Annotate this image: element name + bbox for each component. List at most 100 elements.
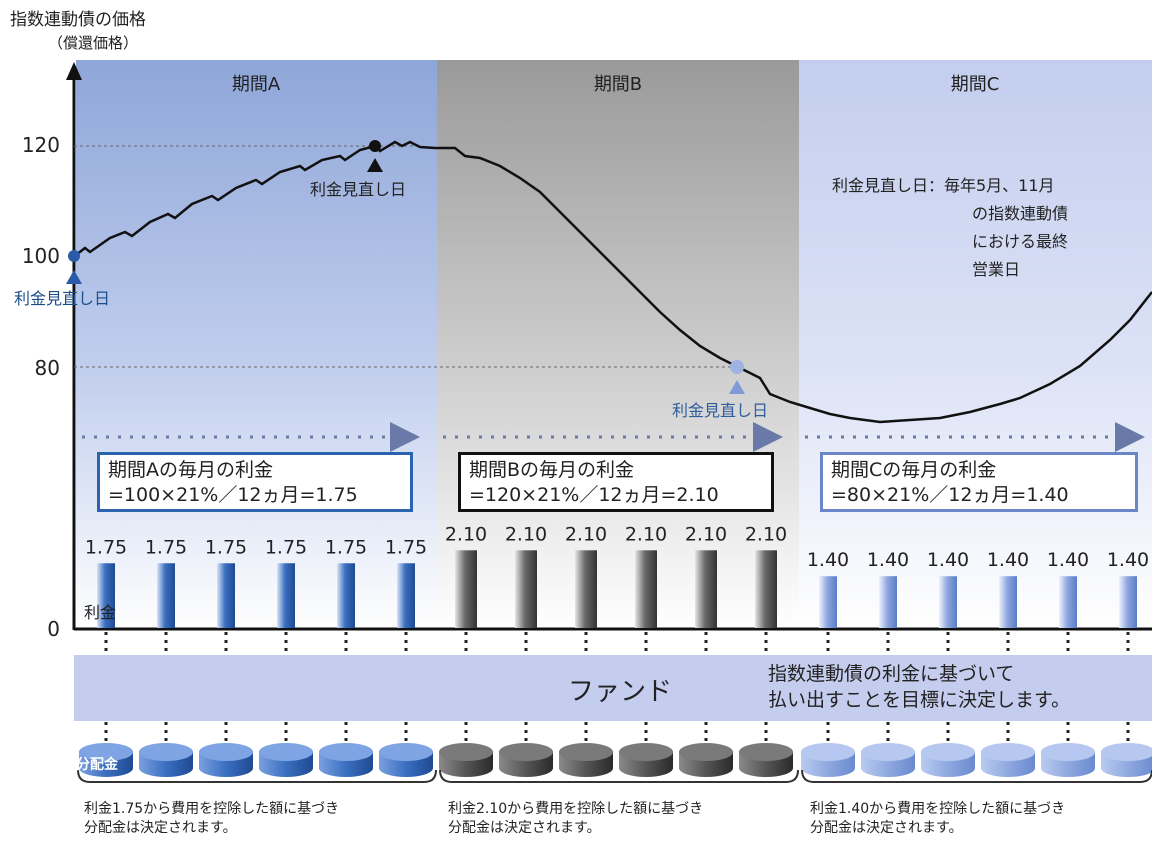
- y-axis-subtitle: （償還価格）: [48, 34, 138, 52]
- distribution-cylinders: [79, 743, 1152, 777]
- period-b-formula-box: 期間Bの毎月の利金 =120×21%／12ヵ月=2.10: [458, 452, 774, 512]
- review-marker-c: [729, 380, 745, 394]
- coupon-bars: [97, 550, 1137, 628]
- fund-label: ファンド: [568, 677, 672, 707]
- review-marker-a: [66, 270, 82, 284]
- coupon-bar-c-2: [879, 576, 897, 628]
- fund-message: 指数連動債の利金に基づいて 払い出すことを目標に決定します。: [768, 661, 1070, 713]
- coupon-label: 利金: [84, 603, 116, 622]
- period-b-formula-title: 期間Bの毎月の利金: [469, 459, 635, 481]
- y-axis-arrow: [66, 62, 82, 80]
- period-c-note-line1: 利金1.40から費用を控除した額に基づき: [810, 801, 1066, 817]
- distribution-cylinder-a-5: [319, 743, 373, 777]
- coupon-value-c-6: 1.40: [1107, 549, 1149, 571]
- coupon-value-c-5: 1.40: [1047, 549, 1089, 571]
- fund-message-line2: 払い出すことを目標に決定します。: [768, 689, 1071, 711]
- period-a-title: 期間A: [232, 74, 281, 95]
- review-note-line1: 利金見直し日：毎年5月、11月: [832, 176, 1055, 195]
- coupon-value-b-6: 2.10: [745, 523, 787, 545]
- distribution-cylinder-c-1: [801, 743, 855, 777]
- coupon-value-c-3: 1.40: [927, 549, 969, 571]
- coupon-bar-c-1: [819, 576, 837, 628]
- period-c-formula-title: 期間Cの毎月の利金: [831, 459, 997, 481]
- coupon-value-a-2: 1.75: [145, 536, 187, 558]
- period-a-formula: =100×21%／12ヵ月=1.75: [108, 484, 358, 506]
- coupon-value-a-5: 1.75: [325, 536, 367, 558]
- review-note-line4: 営業日: [972, 260, 1021, 279]
- review-marker-b: [367, 158, 383, 172]
- tick-120: 120: [22, 133, 60, 157]
- period-c-note-line2: 分配金は決定されます。: [810, 820, 963, 836]
- coupon-bar-c-3: [939, 576, 957, 628]
- period-b-background: [437, 60, 799, 630]
- tick-0: 0: [47, 617, 60, 641]
- tick-80: 80: [35, 356, 60, 380]
- coupon-value-b-4: 2.10: [625, 523, 667, 545]
- coupon-value-b-3: 2.10: [565, 523, 607, 545]
- coupon-bar-c-6: [1119, 576, 1137, 628]
- distribution-cylinder-c-3: [921, 743, 975, 777]
- coupon-bar-a-1: [97, 563, 115, 628]
- review-label-a: 利金見直し日: [14, 289, 110, 308]
- coupon-value-b-2: 2.10: [505, 523, 547, 545]
- distribution-cylinder-b-5: [679, 743, 733, 777]
- review-date-note: 利金見直し日：毎年5月、11月 の指数連動債 における最終 営業日: [832, 172, 1068, 284]
- distribution-cylinder-b-6: [739, 743, 793, 777]
- coupon-value-b-5: 2.10: [685, 523, 727, 545]
- period-c-formula-box: 期間Cの毎月の利金 =80×21%／12ヵ月=1.40: [820, 452, 1138, 512]
- coupon-value-c-2: 1.40: [867, 549, 909, 571]
- period-a-formula-box: 期間Aの毎月の利金 =100×21%／12ヵ月=1.75: [97, 452, 413, 512]
- period-a-background: [76, 60, 437, 630]
- period-b-note-line1: 利金2.10から費用を控除した額に基づき: [448, 801, 704, 817]
- period-a-note: 利金1.75から費用を控除した額に基づき 分配金は決定されます。: [84, 800, 339, 838]
- coupon-bar-a-4: [277, 563, 295, 628]
- bracket-c: [801, 769, 1152, 783]
- review-label-c: 利金見直し日: [672, 401, 768, 420]
- period-b-title: 期間B: [594, 74, 642, 95]
- distribution-cylinder-c-4: [981, 743, 1035, 777]
- bracket-a: [77, 769, 437, 783]
- review-label-b: 利金見直し日: [310, 180, 406, 199]
- period-b-note-line2: 分配金は決定されます。: [448, 820, 601, 836]
- coupon-value-a-6: 1.75: [385, 536, 427, 558]
- period-a-note-line1: 利金1.75から費用を控除した額に基づき: [84, 801, 340, 817]
- period-a-formula-title: 期間Aの毎月の利金: [108, 459, 273, 481]
- distribution-cylinder-a-4: [259, 743, 313, 777]
- review-point-b: [369, 140, 381, 152]
- period-c-title: 期間C: [951, 74, 1000, 95]
- coupon-bar-b-6: [755, 550, 777, 628]
- distribution-cylinder-b-1: [439, 743, 493, 777]
- coupon-bar-c-4: [999, 576, 1017, 628]
- period-b-formula: =120×21%／12ヵ月=2.10: [469, 484, 719, 506]
- distribution-cylinder-c-2: [861, 743, 915, 777]
- distribution-cylinder-a-3: [199, 743, 253, 777]
- fund-message-line1: 指数連動債の利金に基づいて: [768, 663, 1015, 685]
- coupon-value-c-4: 1.40: [987, 549, 1029, 571]
- coupon-bar-a-2: [157, 563, 175, 628]
- price-curve: [75, 140, 1152, 424]
- period-c-formula: =80×21%／12ヵ月=1.40: [831, 484, 1069, 506]
- coupon-bar-c-5: [1059, 576, 1077, 628]
- period-b-note: 利金2.10から費用を控除した額に基づき 分配金は決定されます。: [448, 800, 703, 838]
- coupon-bar-b-1: [455, 550, 477, 628]
- distribution-cylinder-a-1: [79, 743, 133, 777]
- coupon-value-c-1: 1.40: [807, 549, 849, 571]
- coupon-labels: 1.75 1.75 1.75 1.75 1.75 1.75 2.10 2.10 2.10 2.10…: [85, 523, 1149, 571]
- fund-band: [74, 655, 1152, 721]
- review-point-a: [68, 250, 80, 262]
- distribution-cylinder-a-2: [139, 743, 193, 777]
- coupon-bar-b-2: [515, 550, 537, 628]
- period-a-note-line2: 分配金は決定されます。: [84, 820, 237, 836]
- review-note-line2: の指数連動債: [972, 204, 1069, 223]
- coupon-value-a-3: 1.75: [205, 536, 247, 558]
- distribution-cylinder-c-5: [1041, 743, 1095, 777]
- distribution-cylinder-b-3: [559, 743, 613, 777]
- coupon-bar-a-3: [217, 563, 235, 628]
- coupon-bar-b-3: [575, 550, 597, 628]
- period-c-note: 利金1.40から費用を控除した額に基づき 分配金は決定されます。: [810, 800, 1065, 838]
- distribution-cylinder-b-4: [619, 743, 673, 777]
- bracket-b: [439, 769, 799, 783]
- coupon-bar-b-5: [695, 550, 717, 628]
- review-point-c: [730, 360, 744, 374]
